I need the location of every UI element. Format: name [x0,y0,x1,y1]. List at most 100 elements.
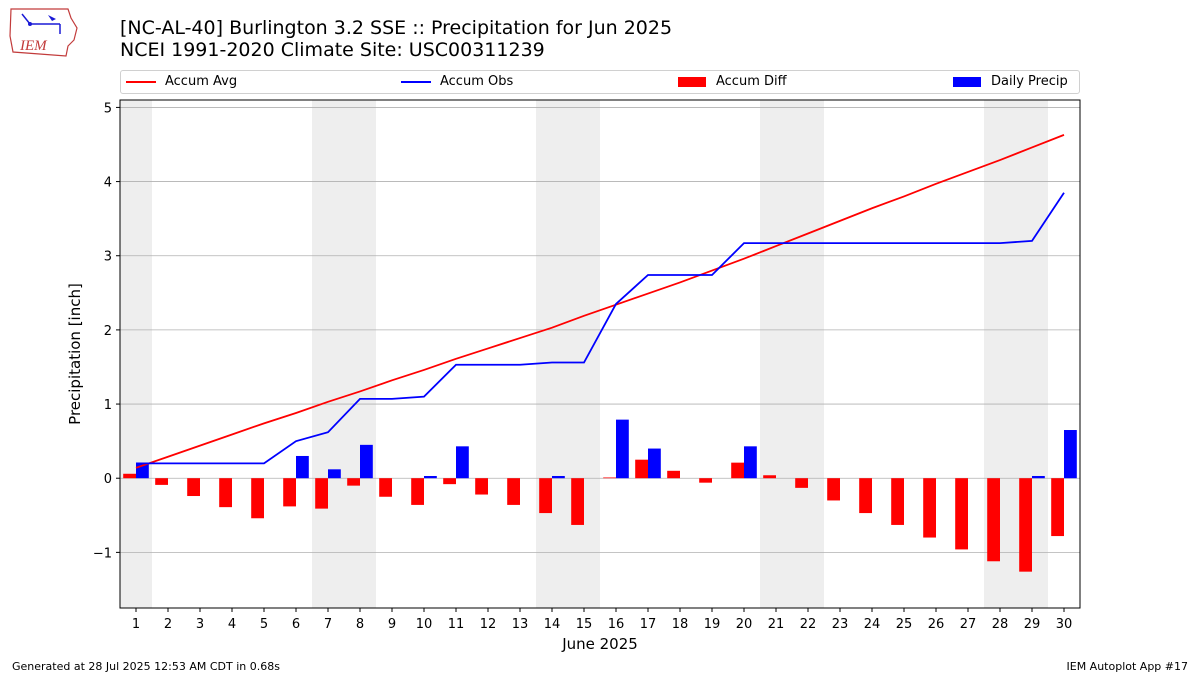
bar-accum-diff [1051,478,1064,537]
x-tick-label: 6 [292,617,300,632]
x-axis-label: June 2025 [561,635,638,653]
bar-accum-diff [635,459,648,479]
logo-text: IEM [19,38,48,54]
bar-accum-diff [443,478,456,485]
x-tick-label: 23 [832,617,849,632]
bar-accum-diff [251,478,264,519]
bar-daily-precip [1032,475,1045,479]
bar-accum-diff [475,478,488,495]
weekend-shade [344,100,376,608]
footer-app: IEM Autoplot App #17 [1066,660,1189,673]
x-tick-label: 10 [416,617,433,632]
bar-accum-diff [795,478,808,488]
bar-daily-precip [744,446,757,479]
bar-accum-diff [667,470,680,479]
legend-label-daily-precip: Daily Precip [991,74,1068,89]
legend-swatch-accum-diff [678,76,706,87]
x-tick-label: 2 [164,617,172,632]
bar-accum-diff [379,478,392,497]
bar-accum-diff [155,478,168,485]
y-tick-label: 4 [104,176,112,191]
bar-accum-diff [699,478,712,483]
bar-accum-diff [731,462,744,479]
x-tick-label: 9 [388,617,396,632]
bar-daily-precip [456,446,469,479]
bar-accum-diff [571,478,584,525]
bar-accum-diff [283,478,296,507]
chart-title: [NC-AL-40] Burlington 3.2 SSE :: Precipi… [120,17,673,39]
bar-accum-diff [827,478,840,501]
bar-daily-precip [1064,430,1077,479]
x-tick-label: 1 [132,617,140,632]
bar-accum-diff [315,478,328,509]
x-tick-label: 22 [800,617,817,632]
legend-label-accum-obs: Accum Obs [440,74,514,89]
x-tick-label: 12 [480,617,497,632]
x-tick-label: 15 [576,617,593,632]
bar-accum-diff [987,478,1000,562]
weekend-shade [120,100,152,608]
x-tick-label: 8 [356,617,364,632]
bar-daily-precip [424,475,437,479]
weekend-shade [760,100,792,608]
bar-daily-precip [552,475,565,479]
x-tick-label: 19 [704,617,721,632]
legend-swatch-accum-avg [126,80,156,83]
weekend-shade [984,100,1016,608]
chart-subtitle: NCEI 1991-2020 Climate Site: USC00311239 [120,39,545,61]
x-tick-label: 24 [864,617,881,632]
x-tick-label: 3 [196,617,204,632]
line-accum-avg [135,134,1065,469]
legend: Accum Avg Accum Obs Accum Diff Daily Pre… [120,70,1080,94]
x-tick-label: 14 [544,617,561,632]
bar-accum-diff [187,478,200,497]
y-tick-label: 5 [104,101,112,116]
bar-daily-precip [328,469,341,479]
legend-item-accum-obs: Accum Obs [401,74,513,89]
x-tick-label: 16 [608,617,625,632]
x-tick-label: 28 [992,617,1009,632]
legend-item-accum-diff: Accum Diff [678,74,787,89]
bar-accum-diff [603,477,616,479]
weekend-shade [312,100,344,608]
x-tick-label: 17 [640,617,657,632]
bar-accum-diff [539,478,552,514]
x-tick-label: 26 [928,617,945,632]
bar-accum-diff [955,478,968,550]
x-tick-label: 7 [324,617,332,632]
bar-accum-diff [123,473,136,479]
x-tick-label: 30 [1056,617,1073,632]
bar-accum-diff [763,475,776,479]
bar-daily-precip [136,463,149,479]
legend-swatch-accum-obs [401,80,431,83]
plot-frame [119,99,1081,609]
bar-daily-precip [296,455,309,479]
x-tick-label: 29 [1024,617,1041,632]
bar-daily-precip [360,444,373,479]
y-tick-label: 2 [104,324,112,339]
bar-daily-precip [616,419,629,479]
footer-generated: Generated at 28 Jul 2025 12:53 AM CDT in… [12,660,280,673]
y-tick-label: 3 [104,250,112,265]
x-tick-label: 20 [736,617,753,632]
y-tick-label: −1 [93,546,112,561]
bar-accum-diff [219,478,232,508]
x-tick-label: 27 [960,617,977,632]
legend-label-accum-diff: Accum Diff [716,74,787,89]
bar-accum-diff [859,478,872,514]
legend-item-daily-precip: Daily Precip [953,74,1068,89]
weekend-shade [1016,100,1048,608]
x-tick-label: 25 [896,617,913,632]
legend-swatch-daily-precip [953,76,981,87]
iowa-state-logo-icon: IEM [9,8,78,57]
bar-daily-precip [648,448,661,479]
x-tick-label: 11 [448,617,465,632]
weekend-shade [792,100,824,608]
y-tick-label: 0 [104,472,112,487]
x-tick-label: 21 [768,617,785,632]
legend-label-accum-avg: Accum Avg [165,74,238,89]
x-tick-label: 13 [512,617,529,632]
weekend-shade [568,100,600,608]
bar-accum-diff [507,478,520,505]
